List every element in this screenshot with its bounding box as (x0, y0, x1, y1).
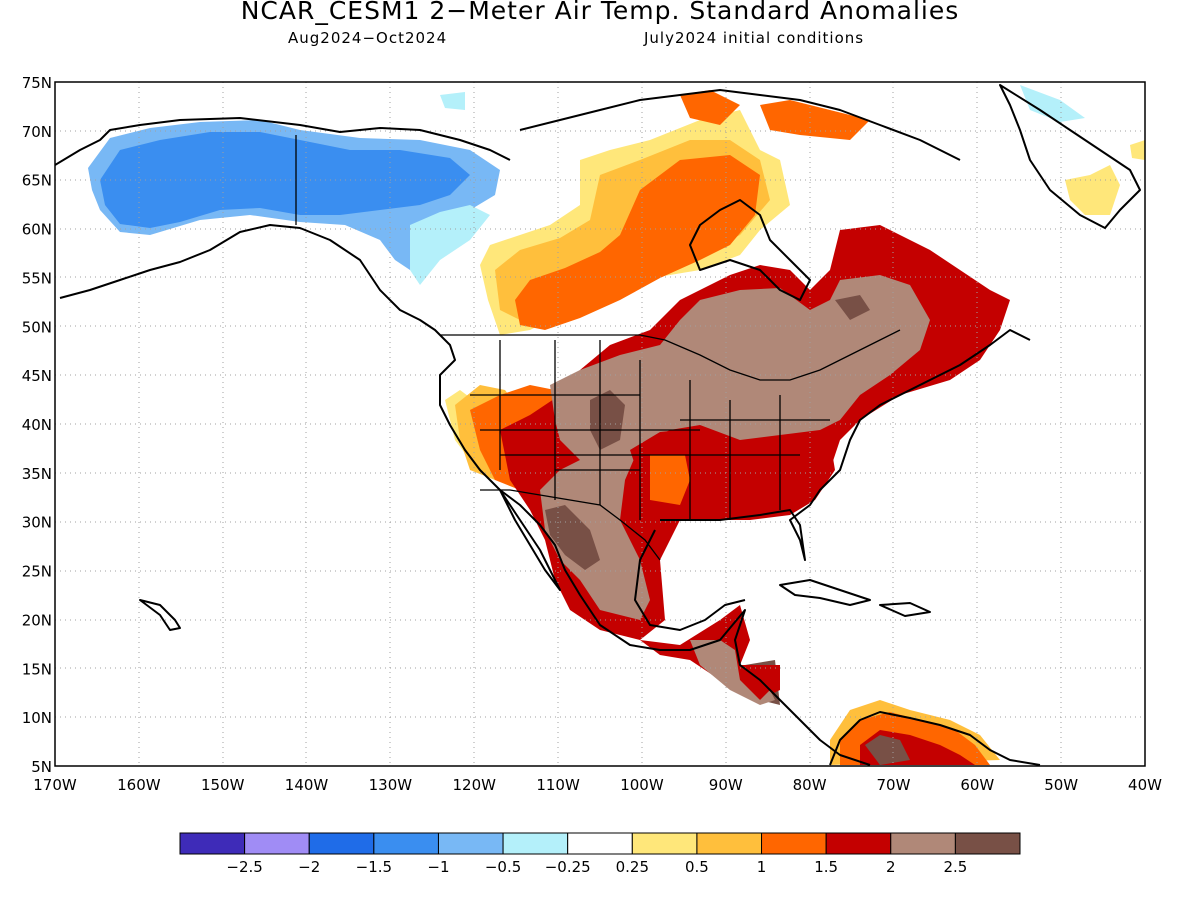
colorbar-swatch (631, 832, 698, 855)
colorbar-swatch (502, 832, 569, 855)
cuba (779, 579, 871, 606)
colorbar-swatch (825, 832, 892, 855)
lon-tick-label: 70W (877, 776, 911, 794)
anomaly-region-neg-0-25b (440, 92, 465, 110)
anomaly-region-neg-0-25c (1020, 85, 1085, 122)
lat-tick-label: 35N (22, 465, 52, 483)
lat-tick-label: 5N (31, 758, 52, 776)
colorbar-swatch (761, 832, 827, 855)
anomaly-region-pos-0-5b (1065, 165, 1120, 215)
lon-tick-label: 50W (1044, 776, 1078, 794)
lat-tick-label: 40N (22, 416, 52, 434)
lat-tick-label: 30N (22, 514, 52, 532)
map-title: NCAR_CESM1 2−Meter Air Temp. Standard An… (240, 0, 960, 25)
baja (499, 489, 561, 591)
anomaly-region-pos-2-5 (540, 275, 930, 620)
anomaly-region-pos-3b (545, 505, 600, 570)
anomaly-region-pos-1-5c (760, 100, 870, 140)
colorbar-label: 1 (757, 858, 767, 876)
anomaly-region-pos-2-5b (690, 640, 775, 705)
colorbar-swatch (244, 832, 310, 855)
lon-tick-label: 130W (369, 776, 413, 794)
lon-tick-label: 80W (793, 776, 827, 794)
lon-tick-label: 100W (620, 776, 664, 794)
lon-tick-label: 40W (1128, 776, 1162, 794)
us-canada-border (440, 329, 901, 381)
anomaly-region-pos-3c (835, 295, 870, 320)
lat-tick-label: 20N (22, 611, 52, 629)
state-lines (470, 340, 830, 520)
alaska-north (55, 117, 511, 166)
lon-tick-label: 140W (285, 776, 329, 794)
greenland (999, 84, 1141, 229)
colorbar-swatch (954, 832, 1021, 855)
lat-tick-label: 65N (22, 172, 52, 190)
longitude-labels: 170W 160W 150W 140W 130W 120W 110W 100W 90W 80W 70… (33, 776, 1162, 794)
lat-tick-label: 10N (22, 709, 52, 727)
colorbar-label: −2.5 (226, 858, 262, 876)
colorbar-swatch (373, 832, 439, 855)
canadian-islands (519, 89, 961, 161)
colorbar-label: −1 (427, 858, 449, 876)
colorbar-swatch (696, 832, 763, 855)
colorbar-label: 1.5 (814, 858, 838, 876)
lat-tick-label: 45N (22, 367, 52, 385)
anomaly-region-pos-3 (590, 390, 625, 450)
anomaly-region-pos-0-5c (1130, 140, 1145, 160)
anomaly-region-pos-1-5 (515, 155, 760, 330)
lat-tick-label: 50N (22, 318, 52, 336)
alaska-coast (59, 224, 871, 766)
anomaly-region-pos-1-5b (680, 90, 740, 125)
anomaly-region-pos-3e (865, 735, 910, 765)
hispaniola (879, 602, 931, 617)
lat-tick-label: 75N (22, 74, 52, 92)
colorbar: −2.5 −2 −1.5 −1 −0.5 −0.25 0.25 0.5 1 1.5 2 2.5 (179, 832, 1021, 876)
colorbar-label: −1.5 (356, 858, 392, 876)
lat-tick-label: 15N (22, 660, 52, 678)
lon-tick-label: 160W (117, 776, 161, 794)
colorbar-label: 0.25 (616, 858, 649, 876)
lon-tick-label: 120W (452, 776, 496, 794)
lat-tick-label: 25N (22, 563, 52, 581)
latitude-labels: 75N 70N 65N 60N 55N 50N 45N 40N 35N 30N 25N 20N 15N 1… (22, 74, 52, 776)
political-borders (295, 135, 901, 561)
colorbar-label: −2 (298, 858, 320, 876)
anomaly-region-pos-1-5e (650, 455, 690, 505)
mexico-gulf (634, 529, 746, 631)
us-mexico-border (480, 489, 661, 561)
map-frame (54, 81, 1146, 767)
south-america-coast (829, 711, 1041, 766)
lat-tick-label: 70N (22, 123, 52, 141)
colorbar-label: 2 (886, 858, 896, 876)
coastlines (55, 84, 1141, 766)
colorbar-swatch (437, 832, 504, 855)
lon-tick-label: 110W (536, 776, 580, 794)
initial-conditions: July2024 initial conditions (644, 29, 865, 47)
anomaly-region-neg-0-25 (410, 205, 490, 285)
lon-tick-label: 60W (960, 776, 994, 794)
colorbar-label: −0.5 (485, 858, 521, 876)
colorbar-label: 2.5 (943, 858, 967, 876)
anomaly-field (88, 85, 1145, 765)
hudson-bay (689, 199, 811, 301)
gulf-coast (660, 329, 1031, 561)
lat-tick-label: 55N (22, 269, 52, 287)
colorbar-swatch (890, 832, 956, 855)
lon-tick-label: 150W (201, 776, 245, 794)
lon-tick-label: 170W (33, 776, 77, 794)
colorbar-swatch (567, 832, 633, 855)
colorbar-swatch (308, 832, 375, 855)
lat-tick-label: 60N (22, 221, 52, 239)
lon-tick-label: 90W (709, 776, 743, 794)
colorbar-swatch (179, 832, 246, 855)
colorbar-label: 0.5 (685, 858, 709, 876)
hawaii (139, 599, 181, 631)
colorbar-label: −0.25 (545, 858, 591, 876)
forecast-period: Aug2024−Oct2024 (288, 29, 448, 47)
